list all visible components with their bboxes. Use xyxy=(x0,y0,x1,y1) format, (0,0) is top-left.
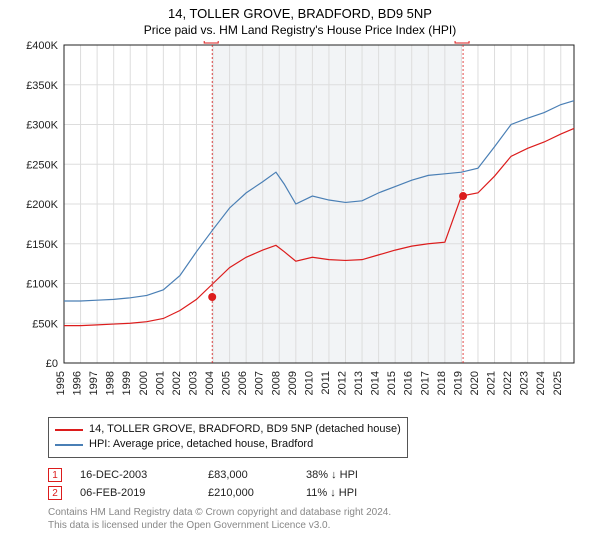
sale-date: 16-DEC-2003 xyxy=(80,469,190,481)
legend-label: HPI: Average price, detached house, Brad… xyxy=(89,437,313,452)
footer-line-1: Contains HM Land Registry data © Crown c… xyxy=(48,506,580,519)
svg-text:£300K: £300K xyxy=(26,120,58,132)
svg-text:£250K: £250K xyxy=(26,159,58,171)
svg-text:£200K: £200K xyxy=(26,199,58,211)
svg-text:2002: 2002 xyxy=(171,371,183,395)
legend-row: HPI: Average price, detached house, Brad… xyxy=(55,437,401,452)
svg-text:2007: 2007 xyxy=(254,371,266,395)
sale-row: 2 06-FEB-2019 £210,000 11% ↓ HPI xyxy=(48,484,580,502)
svg-text:2024: 2024 xyxy=(535,371,547,395)
svg-text:£0: £0 xyxy=(46,358,58,370)
svg-text:1995: 1995 xyxy=(55,371,67,395)
sales-table: 1 16-DEC-2003 £83,000 38% ↓ HPI 2 06-FEB-2019… xyxy=(48,466,580,502)
legend: 14, TOLLER GROVE, BRADFORD, BD9 5NP (det… xyxy=(48,417,408,458)
sale-pct: 11% ↓ HPI xyxy=(306,487,406,499)
sale-index-box: 2 xyxy=(48,486,62,500)
svg-text:2020: 2020 xyxy=(469,371,481,395)
svg-text:2018: 2018 xyxy=(436,371,448,395)
svg-text:2014: 2014 xyxy=(370,371,382,395)
sale-price: £210,000 xyxy=(208,487,288,499)
svg-text:2012: 2012 xyxy=(336,371,348,395)
svg-text:2013: 2013 xyxy=(353,371,365,395)
legend-swatch xyxy=(55,444,83,446)
chart-container: £0 £50K £100K £150K £200K £250K £300K £350K £400… xyxy=(20,41,580,411)
svg-text:2003: 2003 xyxy=(187,371,199,395)
svg-text:1999: 1999 xyxy=(121,371,133,395)
svg-text:2006: 2006 xyxy=(237,371,249,395)
legend-swatch xyxy=(55,429,83,431)
sale-price: £83,000 xyxy=(208,469,288,481)
svg-text:1998: 1998 xyxy=(105,371,117,395)
page-title: 14, TOLLER GROVE, BRADFORD, BD9 5NP xyxy=(0,0,600,21)
svg-text:£50K: £50K xyxy=(32,318,58,330)
legend-row: 14, TOLLER GROVE, BRADFORD, BD9 5NP (det… xyxy=(55,422,401,437)
svg-text:2000: 2000 xyxy=(138,371,150,395)
svg-text:2019: 2019 xyxy=(452,371,464,395)
sale-date: 06-FEB-2019 xyxy=(80,487,190,499)
svg-text:2015: 2015 xyxy=(386,371,398,395)
svg-text:£350K: £350K xyxy=(26,80,58,92)
svg-text:2010: 2010 xyxy=(303,371,315,395)
legend-label: 14, TOLLER GROVE, BRADFORD, BD9 5NP (det… xyxy=(89,422,401,437)
svg-text:1997: 1997 xyxy=(88,371,100,395)
page-subtitle: Price paid vs. HM Land Registry's House … xyxy=(0,21,600,41)
svg-text:1: 1 xyxy=(208,41,214,43)
svg-text:£150K: £150K xyxy=(26,239,58,251)
sale-pct: 38% ↓ HPI xyxy=(306,469,406,481)
svg-text:2004: 2004 xyxy=(204,371,216,395)
svg-text:2011: 2011 xyxy=(320,371,332,395)
svg-text:2001: 2001 xyxy=(154,371,166,395)
footer-attribution: Contains HM Land Registry data © Crown c… xyxy=(48,506,580,532)
svg-text:2025: 2025 xyxy=(552,371,564,395)
svg-text:2023: 2023 xyxy=(519,371,531,395)
svg-text:1996: 1996 xyxy=(72,371,84,395)
svg-text:2016: 2016 xyxy=(403,371,415,395)
svg-text:2021: 2021 xyxy=(486,371,498,395)
svg-text:2009: 2009 xyxy=(287,371,299,395)
svg-text:2022: 2022 xyxy=(502,371,514,395)
svg-text:£100K: £100K xyxy=(26,279,58,291)
svg-text:2: 2 xyxy=(459,41,465,43)
footer-line-2: This data is licensed under the Open Gov… xyxy=(48,519,580,532)
svg-text:2017: 2017 xyxy=(419,371,431,395)
svg-text:£400K: £400K xyxy=(26,41,58,52)
sale-row: 1 16-DEC-2003 £83,000 38% ↓ HPI xyxy=(48,466,580,484)
chart-svg: £0 £50K £100K £150K £200K £250K £300K £350K £400… xyxy=(20,41,580,411)
sale-index-box: 1 xyxy=(48,468,62,482)
svg-text:2008: 2008 xyxy=(270,371,282,395)
svg-text:2005: 2005 xyxy=(221,371,233,395)
